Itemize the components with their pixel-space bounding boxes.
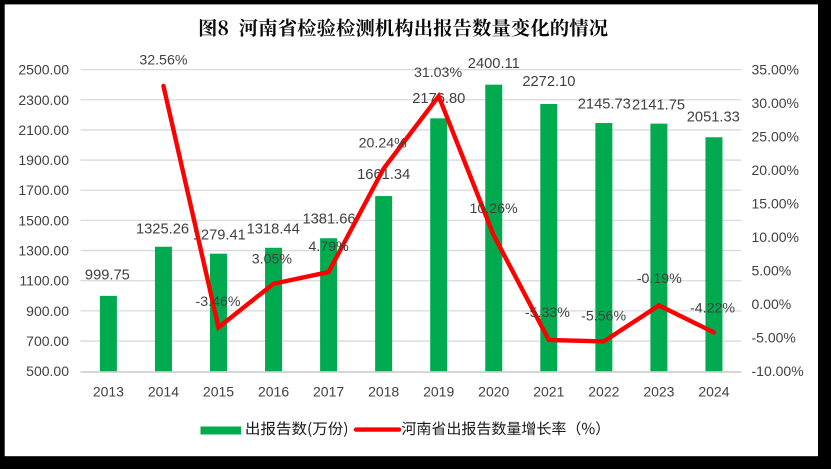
- svg-text:500.00: 500.00: [26, 363, 69, 379]
- svg-text:2100.00: 2100.00: [18, 122, 69, 138]
- svg-text:1325.26: 1325.26: [136, 221, 189, 237]
- svg-text:-0.19%: -0.19%: [637, 271, 682, 287]
- svg-text:2300.00: 2300.00: [18, 92, 69, 108]
- svg-text:32.56%: 32.56%: [139, 52, 188, 68]
- svg-text:2023: 2023: [643, 384, 674, 400]
- svg-text:2145.73: 2145.73: [578, 97, 631, 113]
- svg-text:10.00%: 10.00%: [752, 229, 799, 245]
- svg-text:3.05%: 3.05%: [252, 252, 293, 268]
- svg-text:999.75: 999.75: [85, 267, 130, 283]
- svg-text:2021: 2021: [533, 384, 564, 400]
- svg-text:1900.00: 1900.00: [18, 152, 69, 168]
- svg-text:-5.00%: -5.00%: [752, 330, 796, 346]
- svg-text:2020: 2020: [478, 384, 509, 400]
- svg-text:2014: 2014: [148, 384, 179, 400]
- svg-text:-5.33%: -5.33%: [525, 305, 570, 321]
- svg-text:1700.00: 1700.00: [18, 182, 69, 198]
- svg-text:5.00%: 5.00%: [752, 263, 792, 279]
- svg-text:10.26%: 10.26%: [470, 201, 519, 217]
- svg-text:1100.00: 1100.00: [19, 273, 69, 289]
- svg-text:1661.34: 1661.34: [357, 167, 410, 183]
- svg-text:2016: 2016: [258, 384, 289, 400]
- svg-text:1318.44: 1318.44: [247, 221, 300, 237]
- svg-text:20.24%: 20.24%: [359, 136, 408, 152]
- svg-text:-5.56%: -5.56%: [581, 308, 626, 324]
- svg-text:1381.66: 1381.66: [302, 212, 355, 228]
- svg-text:900.00: 900.00: [26, 303, 69, 319]
- svg-text:2024: 2024: [698, 384, 729, 400]
- svg-text:2400.11: 2400.11: [468, 56, 520, 72]
- svg-text:2051.33: 2051.33: [687, 110, 740, 126]
- svg-text:1279.41: 1279.41: [193, 228, 246, 244]
- svg-text:30.00%: 30.00%: [752, 95, 799, 111]
- svg-text:2015: 2015: [203, 384, 234, 400]
- svg-text:0.00%: 0.00%: [752, 296, 792, 312]
- svg-text:-3.46%: -3.46%: [196, 294, 241, 310]
- svg-text:25.00%: 25.00%: [752, 129, 799, 145]
- svg-text:2018: 2018: [368, 384, 399, 400]
- svg-text:35.00%: 35.00%: [752, 62, 799, 78]
- svg-text:700.00: 700.00: [26, 333, 69, 349]
- svg-text:1300.00: 1300.00: [18, 243, 69, 259]
- svg-text:2272.10: 2272.10: [522, 74, 575, 90]
- svg-text:-4.22%: -4.22%: [690, 300, 735, 316]
- svg-text:31.03%: 31.03%: [414, 65, 463, 81]
- svg-text:2141.75: 2141.75: [632, 98, 685, 114]
- svg-text:4.79%: 4.79%: [308, 239, 349, 255]
- svg-text:15.00%: 15.00%: [752, 196, 799, 212]
- svg-text:2013: 2013: [93, 384, 124, 400]
- svg-text:20.00%: 20.00%: [752, 162, 799, 178]
- svg-text:1500.00: 1500.00: [18, 212, 69, 228]
- svg-text:2022: 2022: [588, 384, 619, 400]
- svg-text:2500.00: 2500.00: [18, 62, 69, 78]
- svg-text:2017: 2017: [313, 384, 344, 400]
- svg-text:-10.00%: -10.00%: [752, 363, 804, 379]
- svg-text:2019: 2019: [423, 384, 454, 400]
